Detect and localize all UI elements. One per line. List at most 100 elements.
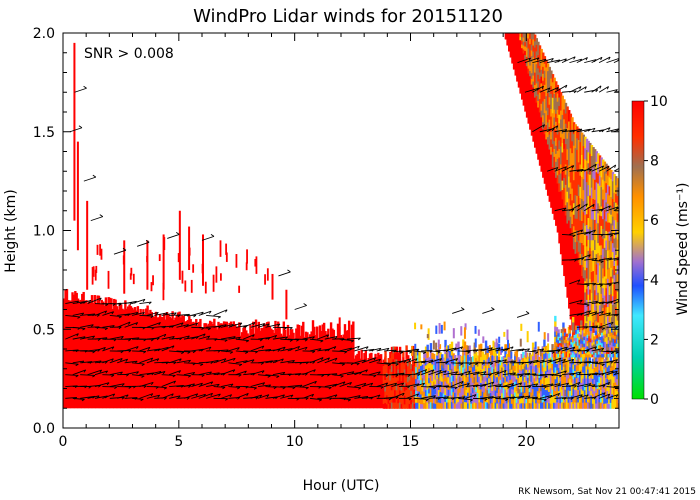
- speed-cell: [614, 375, 617, 383]
- speed-cell: [455, 403, 459, 409]
- speed-cell: [613, 320, 616, 331]
- speed-cell: [574, 276, 577, 290]
- wind-barb: [517, 395, 531, 399]
- speed-cell: [450, 341, 454, 349]
- wind-barb-head: [527, 348, 530, 352]
- speed-cell: [589, 330, 593, 335]
- speed-cell: [546, 70, 550, 79]
- speed-cell: [510, 388, 514, 395]
- wind-barb: [124, 337, 140, 340]
- speed-cell: [542, 114, 545, 123]
- speed-cell: [150, 282, 153, 292]
- speed-cell: [510, 369, 514, 375]
- speed-cell: [563, 265, 566, 277]
- speed-cell: [593, 209, 597, 220]
- wind-barb-head: [245, 351, 249, 354]
- speed-cell: [494, 402, 497, 409]
- speed-cell: [124, 300, 127, 409]
- speed-cell: [533, 65, 537, 73]
- speed-cell: [508, 47, 511, 49]
- wind-barb-head: [423, 351, 427, 355]
- speed-cell: [138, 313, 141, 409]
- wind-barb: [443, 358, 458, 364]
- speed-cell: [617, 353, 619, 358]
- speed-cell: [522, 391, 525, 398]
- speed-cell: [558, 131, 561, 141]
- speed-cell: [481, 374, 485, 381]
- speed-cell: [415, 366, 418, 374]
- speed-cell: [557, 336, 560, 341]
- wind-barb: [102, 325, 115, 328]
- speed-cell: [535, 38, 538, 46]
- speed-cell: [563, 109, 566, 120]
- wind-barb-head: [460, 307, 465, 310]
- speed-cell: [603, 218, 607, 229]
- speed-cell: [546, 187, 550, 196]
- speed-cell: [499, 374, 502, 380]
- wind-barb-head: [610, 360, 614, 364]
- speed-cell: [597, 272, 600, 283]
- speed-cell: [533, 97, 537, 104]
- speed-cell: [604, 387, 608, 394]
- speed-cell: [418, 362, 421, 369]
- wind-barb: [406, 373, 421, 376]
- speed-cell: [583, 349, 586, 354]
- speed-cell: [178, 311, 181, 409]
- speed-cell: [554, 402, 557, 409]
- speed-cell: [590, 386, 593, 392]
- speed-cell: [542, 80, 545, 88]
- speed-cell: [133, 307, 137, 409]
- speed-cell: [256, 328, 259, 409]
- speed-cell: [546, 158, 550, 167]
- speed-cell: [202, 327, 205, 409]
- speed-cell: [506, 33, 509, 35]
- speed-cell: [597, 353, 601, 358]
- speed-cell: [550, 138, 553, 148]
- speed-cell: [592, 270, 595, 282]
- wind-barb-head: [594, 163, 597, 168]
- wind-barb-head: [207, 335, 211, 339]
- speed-cell: [577, 173, 581, 185]
- speed-cell: [581, 165, 584, 178]
- speed-cell: [552, 402, 556, 409]
- speed-cell: [434, 403, 437, 409]
- wind-barb-head: [454, 387, 458, 390]
- speed-cell: [587, 375, 590, 383]
- speed-cell: [512, 59, 516, 62]
- speed-cell: [588, 335, 591, 340]
- speed-cell: [582, 156, 586, 169]
- speed-cell: [596, 374, 600, 383]
- speed-cell: [428, 382, 431, 389]
- speed-cell: [523, 355, 527, 362]
- wind-barb-head: [585, 203, 588, 207]
- speed-cell: [584, 291, 587, 304]
- speed-cell: [593, 379, 596, 386]
- speed-cell: [508, 33, 511, 35]
- speed-cell: [553, 93, 556, 102]
- speed-cell: [602, 331, 606, 336]
- speed-cell: [317, 339, 320, 409]
- speed-cell: [597, 232, 600, 244]
- speed-cell: [606, 378, 609, 386]
- speed-cell: [440, 324, 443, 334]
- speed-cell: [515, 402, 519, 409]
- wind-barb-head: [305, 387, 309, 390]
- wind-barb: [547, 87, 559, 93]
- speed-cell: [177, 253, 180, 263]
- speed-cell: [580, 356, 583, 364]
- speed-cell: [524, 46, 527, 51]
- speed-cell: [505, 375, 509, 382]
- wind-barb: [576, 168, 592, 172]
- speed-cell: [568, 329, 572, 334]
- speed-cell: [556, 142, 560, 151]
- speed-cell: [444, 387, 447, 396]
- speed-cell: [543, 373, 546, 382]
- speed-cell: [532, 69, 535, 76]
- wind-barb: [554, 370, 567, 376]
- speed-cell: [546, 395, 549, 403]
- speed-cell: [213, 318, 216, 409]
- wind-barb-head: [504, 370, 507, 374]
- wind-barb: [509, 382, 522, 387]
- colorbar-gradient: [631, 100, 645, 400]
- wind-barb: [510, 395, 525, 399]
